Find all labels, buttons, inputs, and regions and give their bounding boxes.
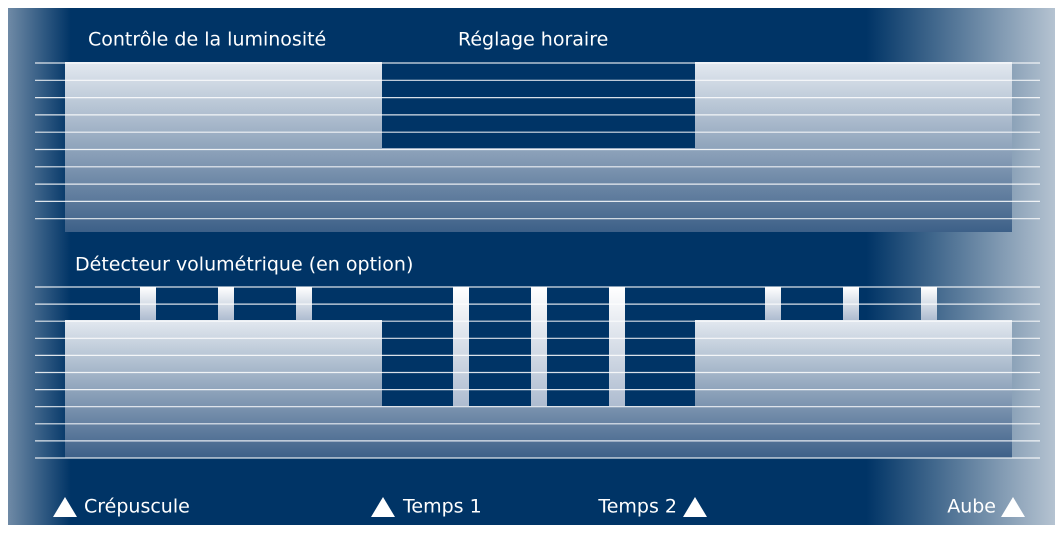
pulse — [531, 287, 547, 406]
section-title: Réglage horaire — [458, 29, 608, 51]
marker-arrow — [371, 497, 395, 517]
pulse — [609, 287, 625, 406]
section-title: Détecteur volumétrique (en option) — [75, 254, 413, 276]
marker-label: Aube — [947, 496, 996, 518]
pulse — [453, 287, 469, 406]
marker-arrow — [683, 497, 707, 517]
marker-label: Crépuscule — [84, 496, 190, 518]
marker-arrow — [1001, 497, 1025, 517]
section-title: Contrôle de la luminosité — [88, 29, 326, 51]
marker-arrow — [53, 497, 77, 517]
marker-label: Temps 1 — [402, 496, 482, 518]
timer-block — [382, 62, 695, 148]
marker-label: Temps 2 — [597, 496, 677, 518]
grid-lines — [35, 62, 1040, 459]
